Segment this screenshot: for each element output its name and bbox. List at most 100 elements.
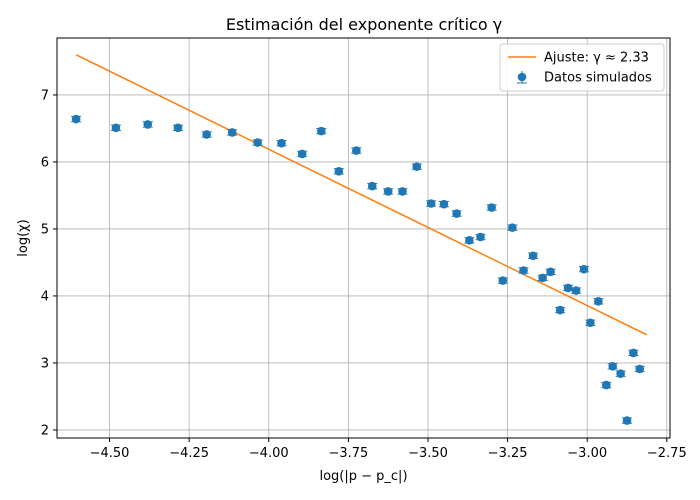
data-point: [173, 123, 184, 133]
data-point: [276, 138, 287, 148]
data-marker: [253, 138, 262, 147]
data-point: [634, 364, 645, 374]
data-point: [411, 162, 422, 171]
data-marker: [439, 199, 449, 209]
x-axis-label: log(|p − p_c|): [319, 469, 407, 484]
data-marker: [519, 266, 528, 275]
data-point: [601, 380, 612, 390]
data-point: [316, 126, 327, 136]
data-marker: [602, 380, 611, 390]
fit-line: [75, 54, 648, 336]
data-marker: [71, 114, 81, 124]
data-point: [628, 348, 639, 358]
data-point: [571, 286, 582, 295]
data-point: [110, 123, 121, 133]
data-point: [585, 318, 596, 328]
data-marker: [563, 283, 573, 293]
data-point: [438, 199, 449, 209]
data-point: [227, 128, 238, 137]
data-point: [497, 276, 508, 285]
data-point: [528, 251, 539, 261]
data-point: [507, 223, 518, 232]
data-point: [451, 209, 462, 218]
data-point: [201, 130, 212, 139]
data-marker: [528, 251, 538, 261]
data-marker: [367, 181, 377, 191]
data-point: [486, 203, 497, 212]
data-marker: [594, 297, 603, 306]
data-marker: [465, 236, 474, 245]
data-marker: [426, 199, 436, 208]
plot-frame: [56, 37, 671, 439]
data-point: [537, 273, 548, 283]
x-tick-label: −3.75: [328, 446, 368, 461]
y-axis-label: log(χ): [16, 219, 31, 256]
chart-title: Estimación del exponente crítico γ: [226, 15, 502, 34]
y-tick-label: 7: [41, 88, 49, 103]
legend-frame: [499, 43, 665, 92]
data-marker: [383, 187, 393, 196]
x-tick-label: −2.75: [647, 446, 687, 461]
data-marker: [277, 138, 286, 148]
data-point: [555, 305, 566, 315]
data-marker: [498, 276, 508, 285]
data-marker: [616, 369, 625, 378]
data-point: [252, 138, 263, 147]
data-marker: [538, 273, 547, 283]
data-marker: [579, 264, 589, 274]
data-marker: [571, 286, 581, 295]
plot-series: [71, 54, 648, 425]
data-marker: [352, 146, 361, 155]
legend-fit-label: Ajuste: γ ≈ 2.33: [544, 51, 649, 66]
data-marker: [334, 167, 344, 176]
data-point: [71, 114, 82, 124]
data-marker: [412, 162, 422, 171]
y-tick-label: 2: [41, 423, 49, 438]
data-marker: [487, 203, 496, 212]
data-marker: [317, 126, 326, 136]
data-marker: [546, 267, 555, 277]
data-point: [622, 416, 633, 425]
data-point: [297, 149, 308, 159]
data-point: [545, 267, 556, 277]
data-marker: [608, 362, 617, 371]
data-point: [563, 283, 574, 293]
legend-data-swatch: [517, 72, 527, 82]
x-tick-label: −3.25: [488, 446, 528, 461]
data-marker: [508, 223, 517, 232]
data-point: [615, 369, 626, 378]
data-marker: [586, 318, 595, 328]
axis-ticks: −4.50 −4.25 −4.00 −3.75 −3.50 −3.25 −3.00 −2.75…: [41, 88, 687, 461]
data-point: [333, 167, 344, 176]
data-marker: [635, 364, 645, 374]
x-tick-label: −3.00: [567, 446, 607, 461]
x-tick-label: −4.25: [169, 446, 209, 461]
data-point: [593, 297, 604, 306]
data-marker: [143, 120, 153, 129]
legend-data-label: Datos simulados: [544, 71, 652, 86]
data-point: [426, 199, 437, 208]
data-point: [142, 120, 153, 129]
data-marker: [297, 149, 307, 159]
x-tick-label: −3.50: [408, 446, 448, 461]
x-tick-label: −4.50: [90, 446, 130, 461]
y-tick-label: 6: [41, 155, 49, 170]
data-point: [367, 181, 378, 191]
data-point: [383, 187, 394, 196]
data-marker: [622, 416, 632, 425]
data-marker: [202, 130, 211, 139]
data-point: [518, 266, 529, 275]
y-tick-label: 3: [41, 356, 49, 371]
data-marker: [398, 187, 407, 196]
data-marker: [476, 232, 485, 242]
data-marker: [555, 305, 565, 315]
x-tick-label: −4.00: [249, 446, 289, 461]
data-point: [464, 236, 475, 245]
data-point: [579, 264, 590, 274]
y-tick-label: 5: [41, 222, 49, 237]
data-point: [475, 232, 486, 242]
data-marker: [629, 348, 638, 358]
data-marker: [227, 128, 237, 137]
data-point: [607, 362, 618, 371]
